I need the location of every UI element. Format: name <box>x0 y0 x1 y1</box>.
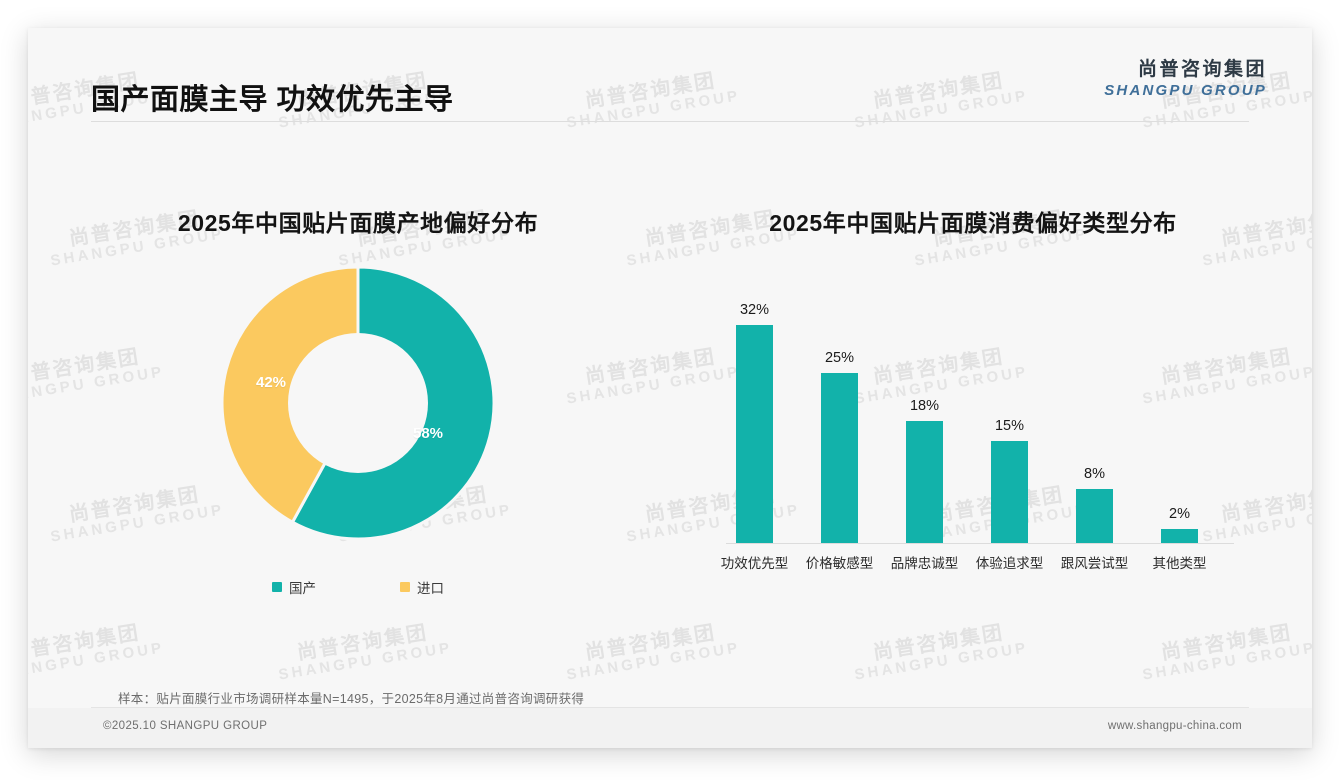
charts-area: 2025年中国贴片面膜产地偏好分布 58% 42% 国产 <box>28 122 1312 682</box>
legend-item-imported[interactable]: 进口 <box>400 577 444 597</box>
slide: 尚普咨询集团 SHANGPU GROUP 尚普咨询集团 SHANGPU GROUP 尚普… <box>28 28 1312 748</box>
donut-label-domestic: 58% <box>413 425 444 442</box>
bar-chart-baseline <box>726 543 1234 544</box>
company-logo: 尚普咨询集团 SHANGPU GROUP <box>1104 59 1267 100</box>
bar-rect[interactable] <box>1076 488 1113 543</box>
sample-footnote: 样本：贴片面膜行业市场调研样本量N=1495，于2025年8月通过尚普咨询调研获… <box>118 692 585 706</box>
page-title: 国产面膜主导 功效优先主导 <box>91 84 454 116</box>
header-divider <box>91 121 1249 122</box>
logo-english-text: SHANGPU GROUP <box>1104 81 1267 99</box>
bar-column[interactable]: 32% <box>736 302 773 543</box>
bar-category-label: 价格敏感型 <box>805 556 874 571</box>
bar-chart: 32% 功效优先型 25% 价格敏感型 18% 品牌忠诚型 15% 体验追求型 8% 跟风尝试型 2… <box>721 272 1234 572</box>
logo-chinese-text: 尚普咨询集团 <box>1137 59 1267 80</box>
footnote-divider <box>91 707 1249 708</box>
legend-item-domestic[interactable]: 国产 <box>272 577 316 597</box>
donut-legend: 国产 进口 <box>58 577 658 597</box>
legend-swatch-domestic <box>272 582 282 592</box>
bar-category-label: 其他类型 <box>1152 556 1207 571</box>
bar-rect[interactable] <box>736 325 773 543</box>
footer-copyright: ©2025.10 SHANGPU GROUP <box>103 720 268 732</box>
bar-category-label: 体验追求型 <box>975 556 1044 571</box>
bar-category-label: 品牌忠诚型 <box>890 556 959 571</box>
bar-value-label: 25% <box>824 349 855 366</box>
bar-value-label: 32% <box>739 302 770 319</box>
donut-chart: 58% 42% <box>219 264 497 542</box>
bar-rect[interactable] <box>906 420 943 543</box>
bar-column[interactable]: 18% <box>906 397 943 543</box>
bar-chart-panel: 2025年中国贴片面膜消费偏好类型分布 32% 功效优先型 25% 价格敏感型 18% 品… <box>668 122 1278 682</box>
bar-chart-title: 2025年中国贴片面膜消费偏好类型分布 <box>769 210 1177 236</box>
footer-website[interactable]: www.shangpu-china.com <box>1107 720 1242 732</box>
bar-value-label: 8% <box>1084 465 1105 482</box>
donut-label-imported: 42% <box>256 374 287 391</box>
bar-column[interactable]: 2% <box>1161 506 1198 543</box>
bar-value-label: 2% <box>1169 506 1190 523</box>
legend-label-imported: 进口 <box>417 581 444 596</box>
donut-chart-panel: 2025年中国贴片面膜产地偏好分布 58% 42% 国产 <box>58 122 658 682</box>
bar-category-label: 功效优先型 <box>720 556 789 571</box>
bar-rect[interactable] <box>991 440 1028 543</box>
bar-rect[interactable] <box>1161 529 1198 543</box>
legend-label-domestic: 国产 <box>289 581 316 596</box>
bar-rect[interactable] <box>821 372 858 543</box>
bar-column[interactable]: 8% <box>1076 466 1113 543</box>
donut-hole <box>288 333 428 473</box>
bar-column[interactable]: 25% <box>821 350 858 543</box>
slide-footer: ©2025.10 SHANGPU GROUP www.shangpu-china… <box>28 708 1312 748</box>
bar-value-label: 18% <box>909 397 940 414</box>
legend-swatch-imported <box>400 582 410 592</box>
bar-value-label: 15% <box>994 417 1025 434</box>
slide-header: 国产面膜主导 功效优先主导 尚普咨询集团 SHANGPU GROUP <box>28 28 1312 122</box>
donut-svg <box>220 265 496 541</box>
donut-chart-title: 2025年中国贴片面膜产地偏好分布 <box>177 210 539 236</box>
bar-category-label: 跟风尝试型 <box>1060 556 1129 571</box>
bar-column[interactable]: 15% <box>991 418 1028 543</box>
